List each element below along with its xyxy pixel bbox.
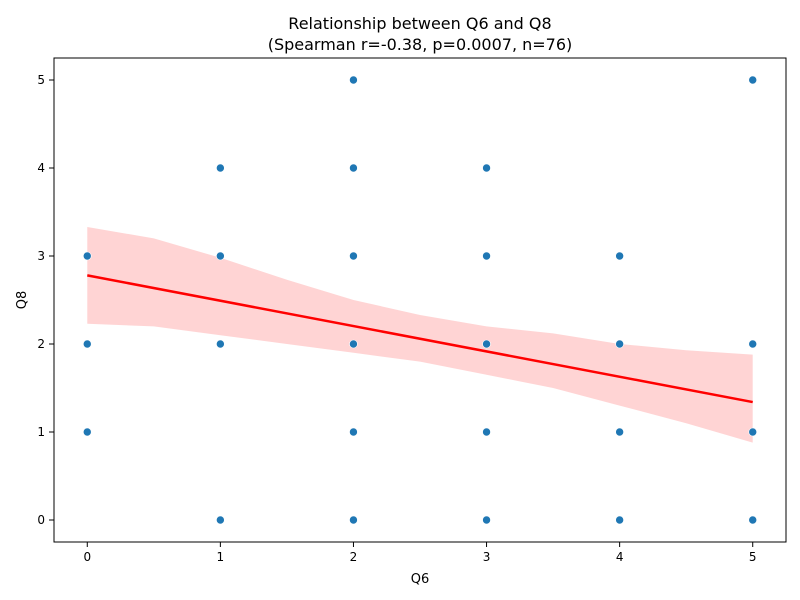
- data-point: [615, 251, 624, 261]
- data-point: [482, 251, 491, 261]
- y-tick-label: 0: [37, 513, 45, 527]
- data-point: [349, 427, 358, 437]
- data-point: [748, 75, 758, 85]
- chart-subtitle: (Spearman r=-0.38, p=0.0007, n=76): [268, 35, 573, 54]
- x-tick-label: 3: [483, 550, 491, 564]
- plot-frame: [53, 57, 787, 543]
- data-point: [349, 75, 358, 85]
- data-point: [748, 339, 758, 349]
- y-tick-label: 1: [37, 425, 45, 439]
- data-point: [349, 251, 358, 261]
- data-point: [349, 163, 358, 173]
- data-point: [615, 339, 624, 349]
- x-tick-label: 0: [83, 550, 91, 564]
- y-tick-label: 5: [37, 73, 45, 87]
- x-axis-label: Q6: [411, 572, 430, 587]
- data-point: [82, 251, 92, 261]
- data-point: [482, 163, 491, 173]
- x-tick-label: 1: [217, 550, 225, 564]
- x-axis-ticks: 0 1 2 3 4 5: [83, 542, 757, 564]
- data-point: [615, 515, 624, 525]
- x-tick-label: 4: [616, 550, 624, 564]
- data-point: [748, 427, 758, 437]
- data-point: [482, 339, 491, 349]
- x-tick-label: 5: [749, 550, 757, 564]
- data-point: [216, 515, 225, 525]
- y-tick-label: 3: [37, 249, 45, 263]
- data-point: [82, 339, 92, 349]
- data-point: [216, 339, 225, 349]
- data-points-layer: [82, 75, 758, 525]
- y-axis-ticks: 0 1 2 3 4 5: [37, 73, 54, 527]
- data-point: [748, 515, 758, 525]
- data-point: [82, 427, 92, 437]
- y-axis-label: Q8: [15, 291, 30, 310]
- data-point: [349, 339, 358, 349]
- data-point: [615, 427, 624, 437]
- data-point: [216, 251, 225, 261]
- data-point: [482, 427, 491, 437]
- regression-line: [87, 274, 753, 404]
- regression-line-layer: [87, 274, 753, 404]
- data-point: [349, 515, 358, 525]
- y-tick-label: 4: [37, 161, 45, 175]
- data-point: [482, 515, 491, 525]
- data-point: [216, 163, 225, 173]
- chart-title: Relationship between Q6 and Q8: [288, 14, 551, 33]
- confidence-band-layer: [87, 227, 753, 443]
- x-tick-label: 2: [350, 550, 358, 564]
- confidence-band: [87, 227, 753, 443]
- y-tick-label: 2: [37, 337, 45, 351]
